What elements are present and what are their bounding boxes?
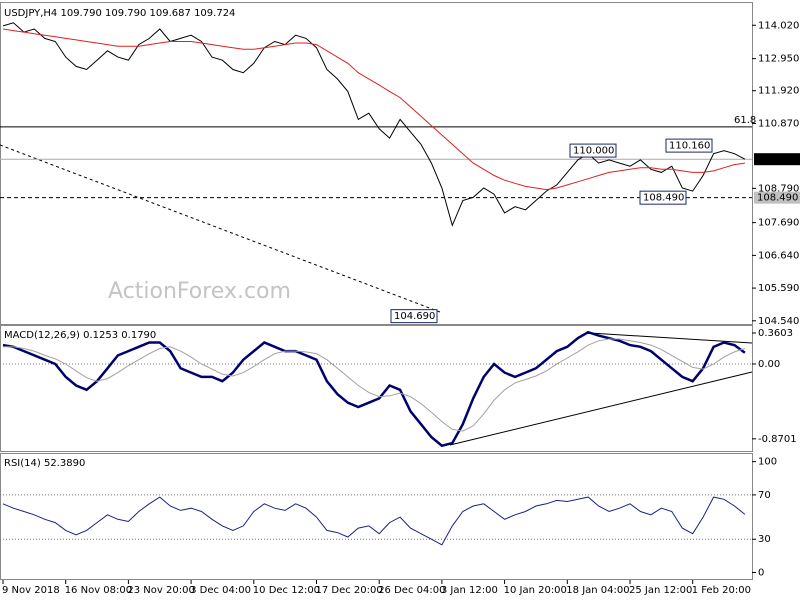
price-box	[754, 153, 800, 166]
x-tick-label: 3 Dec 04:00	[190, 585, 251, 596]
price-box-label: 108.490	[757, 193, 798, 204]
y-tick-label: 100	[758, 457, 777, 468]
rsi-panel	[0, 453, 753, 580]
x-tick-label: 26 Dec 04:00	[378, 585, 445, 596]
y-tick-label: 107.690	[758, 218, 799, 229]
y-tick-label: 106.640	[758, 250, 799, 261]
y-tick-label: -0.8701	[758, 434, 797, 445]
x-tick-label: 10 Jan 20:00	[504, 585, 567, 596]
y-tick-label: 108.790	[758, 183, 799, 194]
price-box-label: 109.724	[757, 154, 798, 165]
annotation-label: 110.160	[669, 141, 710, 152]
trend-line	[589, 332, 753, 344]
annotation-label: 108.490	[643, 193, 684, 204]
series-line	[3, 338, 746, 432]
y-tick-label: 30	[758, 534, 771, 545]
x-tick-label: 3 Jan 12:00	[441, 585, 498, 596]
y-tick-label: 111.920	[758, 86, 799, 97]
y-tick-label: 0	[758, 567, 764, 578]
level-label: 61.8	[734, 115, 756, 126]
y-tick-label: 0.3603	[758, 328, 793, 339]
annotation-label: 104.690	[394, 311, 435, 322]
y-tick-label: 70	[758, 490, 771, 501]
y-tick-label: 110.870	[758, 118, 799, 129]
panel-title: USDJPY,H4 109.790 109.790 109.687 109.72…	[4, 8, 235, 19]
series-line	[2, 330, 746, 448]
trend-line	[0, 144, 441, 313]
x-tick-label: 9 Nov 2018	[2, 585, 60, 596]
annotation-box	[390, 309, 438, 324]
x-tick-label: 10 Dec 12:00	[253, 585, 320, 596]
y-tick-label: 0.00	[758, 359, 780, 370]
x-tick-label: 16 Nov 08:00	[65, 585, 132, 596]
price-panel	[0, 2, 753, 325]
x-tick-label: 23 Nov 20:00	[127, 585, 194, 596]
panel-title: MACD(12,26,9) 0.1253 0.1790	[4, 330, 156, 341]
x-tick-label: 1 Feb 20:00	[692, 585, 751, 596]
series-line	[2, 22, 746, 227]
y-tick-label: 114.020	[758, 20, 799, 31]
macd-panel	[0, 325, 753, 452]
y-tick-label: 104.540	[758, 316, 799, 327]
watermark: ActionForex.com	[108, 279, 291, 304]
trend-line	[449, 371, 753, 446]
annotation-label: 110.000	[573, 146, 614, 157]
annotation-box	[665, 138, 713, 153]
series-line	[2, 496, 746, 546]
x-tick-label: 25 Jan 12:00	[629, 585, 692, 596]
annotation-box	[569, 143, 617, 158]
x-tick-label: 18 Jan 04:00	[566, 585, 629, 596]
series-line	[2, 28, 745, 191]
x-tick-label: 17 Dec 20:00	[316, 585, 383, 596]
panel-title: RSI(14) 52.3890	[4, 458, 85, 469]
annotation-box	[639, 190, 687, 205]
y-tick-label: 105.590	[758, 283, 799, 294]
y-tick-label: 112.950	[758, 54, 799, 65]
price-box	[754, 191, 800, 204]
